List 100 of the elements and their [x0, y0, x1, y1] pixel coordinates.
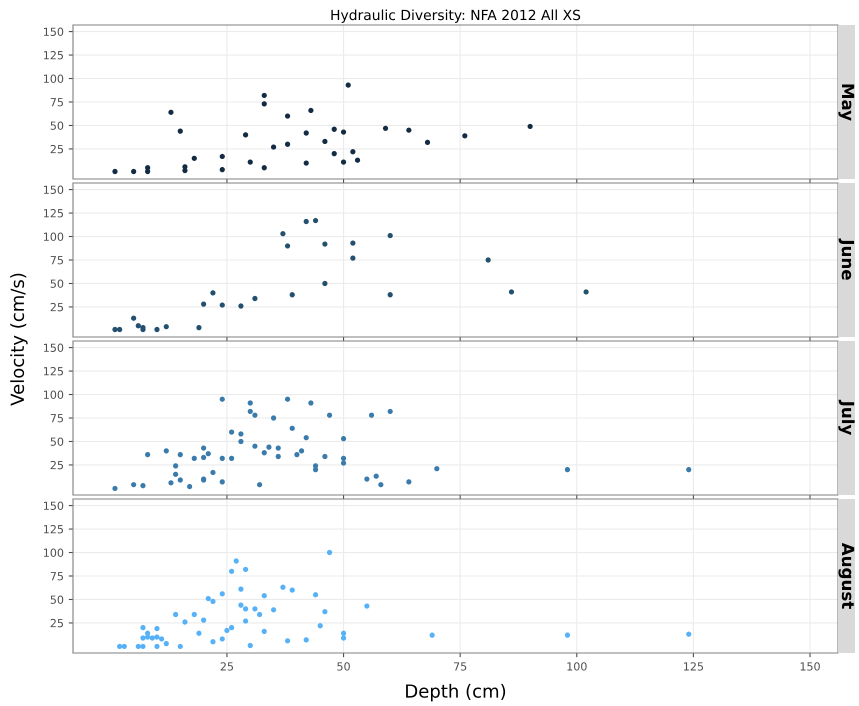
- point: [229, 625, 234, 630]
- x-tick-label: 50: [337, 662, 350, 671]
- point: [210, 639, 216, 644]
- point: [192, 612, 197, 618]
- y-tick-label: 25: [50, 302, 63, 312]
- point: [164, 448, 169, 454]
- y-tick-label: 100: [44, 232, 64, 241]
- point: [196, 630, 202, 636]
- point: [131, 168, 136, 174]
- point: [462, 133, 468, 138]
- x-tick-label: 100: [567, 662, 587, 671]
- point: [220, 302, 225, 308]
- point: [340, 630, 346, 636]
- text: July: [838, 400, 855, 436]
- point: [164, 641, 169, 646]
- point: [252, 606, 258, 612]
- point: [430, 632, 435, 638]
- chart-title: Hydraulic Diversity: NFA 2012 All XS: [331, 9, 580, 23]
- point: [168, 110, 174, 115]
- point: [388, 292, 393, 298]
- point: [322, 609, 328, 614]
- point: [238, 602, 244, 608]
- point: [252, 444, 258, 449]
- point: [112, 326, 118, 332]
- point: [224, 628, 230, 634]
- point: [201, 618, 206, 623]
- x-tick-label: 125: [684, 662, 704, 671]
- y-tick-label: 100: [44, 74, 64, 83]
- point: [280, 584, 286, 590]
- point: [340, 160, 346, 165]
- y-tick-label: 25: [50, 144, 63, 154]
- y-tick-label: 125: [44, 525, 63, 534]
- point: [266, 444, 272, 450]
- point: [318, 623, 323, 628]
- point: [248, 400, 253, 406]
- point: [154, 644, 160, 650]
- point: [154, 326, 160, 332]
- point: [262, 450, 267, 456]
- y-tick-label: 150: [44, 344, 64, 352]
- point: [304, 435, 309, 440]
- point: [262, 593, 267, 598]
- point: [159, 636, 164, 642]
- point: [192, 156, 197, 161]
- point: [238, 586, 244, 592]
- point: [270, 607, 276, 612]
- point: [350, 149, 356, 154]
- point: [248, 408, 253, 414]
- y-tick-label: 75: [50, 256, 63, 264]
- point: [322, 454, 328, 460]
- point: [178, 644, 183, 650]
- point: [290, 426, 295, 431]
- point: [252, 412, 258, 418]
- point: [584, 289, 589, 295]
- point: [187, 484, 192, 490]
- point: [173, 463, 178, 468]
- x-axis-title: Depth (cm): [406, 684, 506, 702]
- point: [234, 558, 239, 564]
- point: [290, 292, 295, 298]
- point: [192, 456, 197, 461]
- point: [242, 132, 248, 138]
- point: [346, 82, 351, 88]
- point: [340, 129, 346, 135]
- point: [242, 618, 248, 624]
- point: [220, 396, 225, 402]
- y-axis-title: Velocity (cm/s): [10, 274, 28, 406]
- point: [182, 619, 188, 625]
- point: [340, 635, 346, 641]
- point: [350, 240, 356, 246]
- point: [242, 606, 248, 612]
- point: [112, 168, 118, 174]
- y-tick-label: 125: [44, 209, 63, 218]
- point: [354, 158, 360, 163]
- point: [178, 128, 183, 134]
- y-tick-label: 25: [50, 618, 63, 628]
- point: [140, 635, 146, 641]
- point: [326, 412, 332, 418]
- point: [178, 452, 183, 458]
- point: [270, 415, 276, 421]
- point: [248, 160, 253, 165]
- text: May: [838, 84, 854, 121]
- point: [382, 126, 388, 131]
- point: [140, 625, 146, 630]
- y-tick-label: 75: [50, 98, 63, 106]
- point: [528, 124, 533, 130]
- point: [312, 592, 318, 598]
- point: [308, 400, 314, 406]
- point: [168, 480, 174, 486]
- point: [117, 326, 122, 332]
- point: [262, 92, 267, 98]
- point: [220, 154, 225, 160]
- point: [201, 302, 206, 307]
- point: [322, 138, 328, 144]
- point: [284, 142, 290, 147]
- y-tick-label: 50: [50, 437, 64, 446]
- point: [238, 438, 244, 444]
- point: [364, 603, 370, 609]
- point: [210, 470, 216, 476]
- point: [564, 467, 570, 472]
- point: [280, 231, 286, 236]
- point: [206, 596, 211, 602]
